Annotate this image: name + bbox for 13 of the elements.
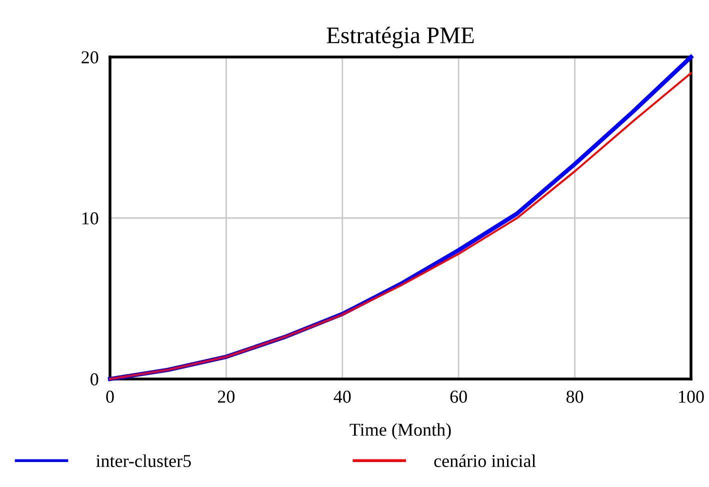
x-tick-label: 0: [106, 390, 114, 403]
x-tick-label: 60: [450, 390, 467, 403]
x-tick-label: 80: [566, 390, 584, 403]
legend-label: inter-cluster5: [96, 454, 191, 468]
y-tick-label: 20: [82, 51, 98, 64]
x-tick-label: 40: [334, 390, 351, 403]
chart-title: Estratégia PME: [326, 26, 474, 48]
y-tick-label: 0: [90, 373, 98, 386]
x-axis-title: Time (Month): [350, 423, 451, 440]
x-tick-label: 20: [218, 390, 235, 403]
x-tick-label: 100: [679, 390, 704, 403]
y-tick-label: 10: [82, 212, 98, 224]
legend-label: cenário inicial: [434, 454, 536, 468]
